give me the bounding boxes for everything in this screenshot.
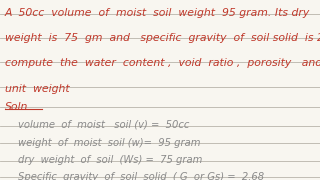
Text: Specific  gravity  of  soil  solid  ( G  or Gs) =  2.68: Specific gravity of soil solid ( G or Gs…: [18, 172, 264, 180]
Text: Soln: Soln: [5, 102, 28, 112]
Text: volume  of  moist   soil (v) =  50cc: volume of moist soil (v) = 50cc: [18, 120, 189, 130]
Text: unit  weight: unit weight: [5, 84, 69, 94]
Text: dry  weight  of  soil  (Ws) =  75 gram: dry weight of soil (Ws) = 75 gram: [18, 155, 202, 165]
Text: weight  is  75  gm  and   specific  gravity  of  soil solid  is 2.68: weight is 75 gm and specific gravity of …: [5, 33, 320, 43]
Text: weight  of  moist  soil (w)=  95 gram: weight of moist soil (w)= 95 gram: [18, 138, 200, 148]
Text: compute  the  water  content ,  void  ratio ,  porosity   and: compute the water content , void ratio ,…: [5, 58, 320, 69]
Text: A  50cc  volume  of  moist  soil  weight  95 gram. Its dry: A 50cc volume of moist soil weight 95 gr…: [5, 8, 310, 18]
